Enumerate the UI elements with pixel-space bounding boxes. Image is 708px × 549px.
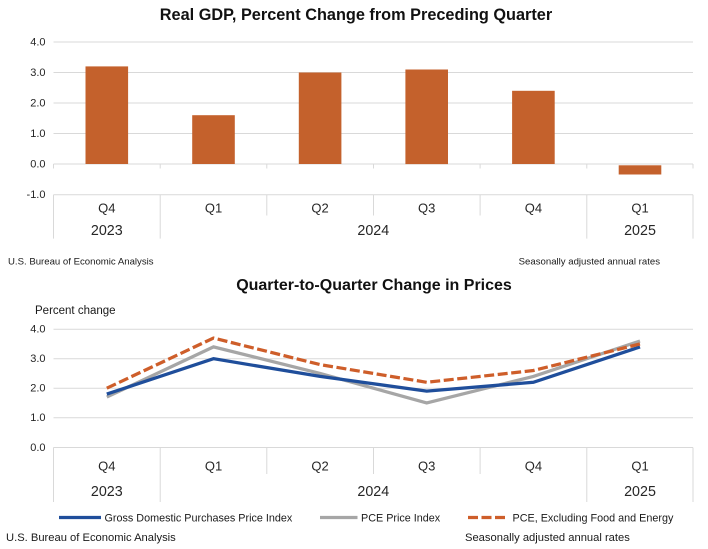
svg-text:2024: 2024 [357, 484, 389, 500]
svg-text:2025: 2025 [624, 223, 656, 239]
svg-text:Q2: Q2 [311, 201, 328, 216]
svg-text:2.0: 2.0 [30, 98, 45, 110]
svg-text:Q4: Q4 [98, 459, 115, 474]
svg-text:Q4: Q4 [525, 201, 542, 216]
svg-text:PCE, Excluding Food and Energy: PCE, Excluding Food and Energy [513, 513, 674, 525]
svg-text:1.0: 1.0 [30, 128, 45, 140]
svg-text:3.0: 3.0 [30, 353, 45, 365]
svg-text:Quarter-to-Quarter Change in P: Quarter-to-Quarter Change in Prices [236, 277, 512, 294]
svg-text:Q1: Q1 [631, 201, 648, 216]
svg-text:PCE Price Index: PCE Price Index [361, 513, 441, 525]
svg-text:1.0: 1.0 [30, 412, 45, 424]
svg-text:Real GDP, Percent Change from: Real GDP, Percent Change from Preceding … [160, 6, 553, 24]
svg-text:U.S. Bureau of Economic Analys: U.S. Bureau of Economic Analysis [6, 532, 176, 544]
svg-text:Q1: Q1 [205, 459, 222, 474]
svg-text:U.S. Bureau of Economic Analys: U.S. Bureau of Economic Analysis [8, 257, 154, 268]
svg-text:Q3: Q3 [418, 459, 435, 474]
svg-text:4.0: 4.0 [30, 37, 45, 49]
svg-text:3.0: 3.0 [30, 67, 45, 79]
svg-text:Q1: Q1 [205, 201, 222, 216]
svg-text:2025: 2025 [624, 484, 656, 500]
svg-text:Seasonally adjusted annual rat: Seasonally adjusted annual rates [519, 257, 661, 268]
svg-text:4.0: 4.0 [30, 324, 45, 336]
svg-text:0.0: 0.0 [30, 442, 45, 454]
svg-text:Seasonally adjusted annual rat: Seasonally adjusted annual rates [465, 532, 630, 544]
svg-text:2023: 2023 [91, 223, 123, 239]
svg-text:Q2: Q2 [311, 459, 328, 474]
svg-text:2023: 2023 [91, 484, 123, 500]
svg-text:2.0: 2.0 [30, 383, 45, 395]
svg-text:2024: 2024 [357, 223, 389, 239]
svg-text:Q4: Q4 [98, 201, 115, 216]
svg-text:-1.0: -1.0 [27, 189, 46, 201]
svg-text:0.0: 0.0 [30, 159, 45, 171]
svg-text:Q3: Q3 [418, 201, 435, 216]
svg-text:Q4: Q4 [525, 459, 542, 474]
svg-text:Gross Domestic Purchases Price: Gross Domestic Purchases Price Index [105, 513, 293, 525]
svg-text:Percent change: Percent change [35, 305, 116, 317]
svg-text:Q1: Q1 [631, 459, 648, 474]
